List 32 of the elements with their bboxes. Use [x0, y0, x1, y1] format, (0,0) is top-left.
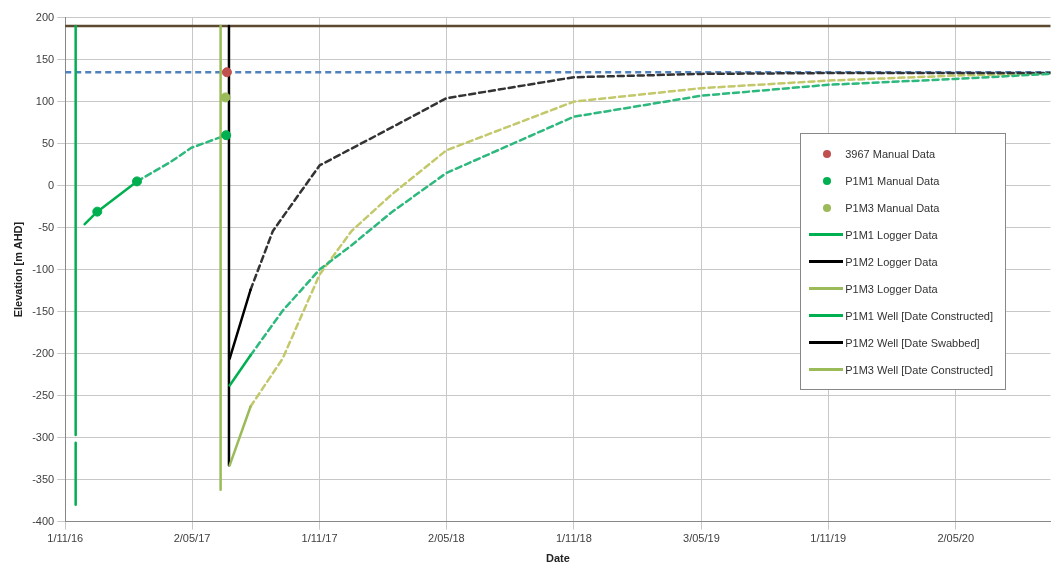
legend-label: P1M1 Manual Data [845, 174, 940, 187]
y-tick-label: 0 [48, 178, 55, 191]
y-tick-label: -50 [38, 220, 55, 233]
y-tick-label: -150 [32, 304, 55, 317]
y-tick-label: -250 [32, 388, 55, 401]
x-tick-label: 1/11/19 [810, 532, 847, 545]
legend-label: P1M1 Well [Date Constructed] [845, 309, 993, 322]
x-tick-label: 2/05/17 [173, 532, 211, 545]
y-tick-label: -300 [32, 430, 55, 443]
legend-label: P1M2 Logger Data [845, 255, 938, 268]
x-tick-label: 1/11/16 [47, 532, 84, 545]
x-tick-label: 2/05/18 [428, 532, 465, 545]
x-tick-label: 2/05/20 [937, 532, 975, 545]
y-tick-label: -100 [32, 262, 55, 275]
y-tick-label: -400 [32, 514, 55, 527]
y-axis-title: Elevation [m AHD] [11, 221, 24, 318]
legend-label: P1M3 Well [Date Constructed] [845, 363, 993, 376]
legend-label: P1M3 Logger Data [845, 282, 938, 295]
legend-label: 3967 Manual Data [845, 147, 936, 160]
y-tick-label: 150 [35, 52, 55, 65]
y-tick-label: 100 [35, 94, 55, 107]
x-axis-title: Date [545, 552, 570, 565]
x-tick-label: 1/11/18 [555, 532, 592, 545]
legend-label: P1M3 Manual Data [845, 201, 940, 214]
x-tick-label: 3/05/19 [683, 532, 720, 545]
y-tick-label: 50 [41, 136, 55, 149]
y-tick-label: 200 [35, 10, 55, 23]
legend-label: P1M2 Well [Date Swabbed] [845, 336, 980, 349]
y-tick-label: -350 [32, 472, 55, 485]
x-tick-label: 1/11/17 [301, 532, 338, 545]
y-tick-label: -200 [32, 346, 55, 359]
legend-label: P1M1 Logger Data [845, 228, 938, 241]
